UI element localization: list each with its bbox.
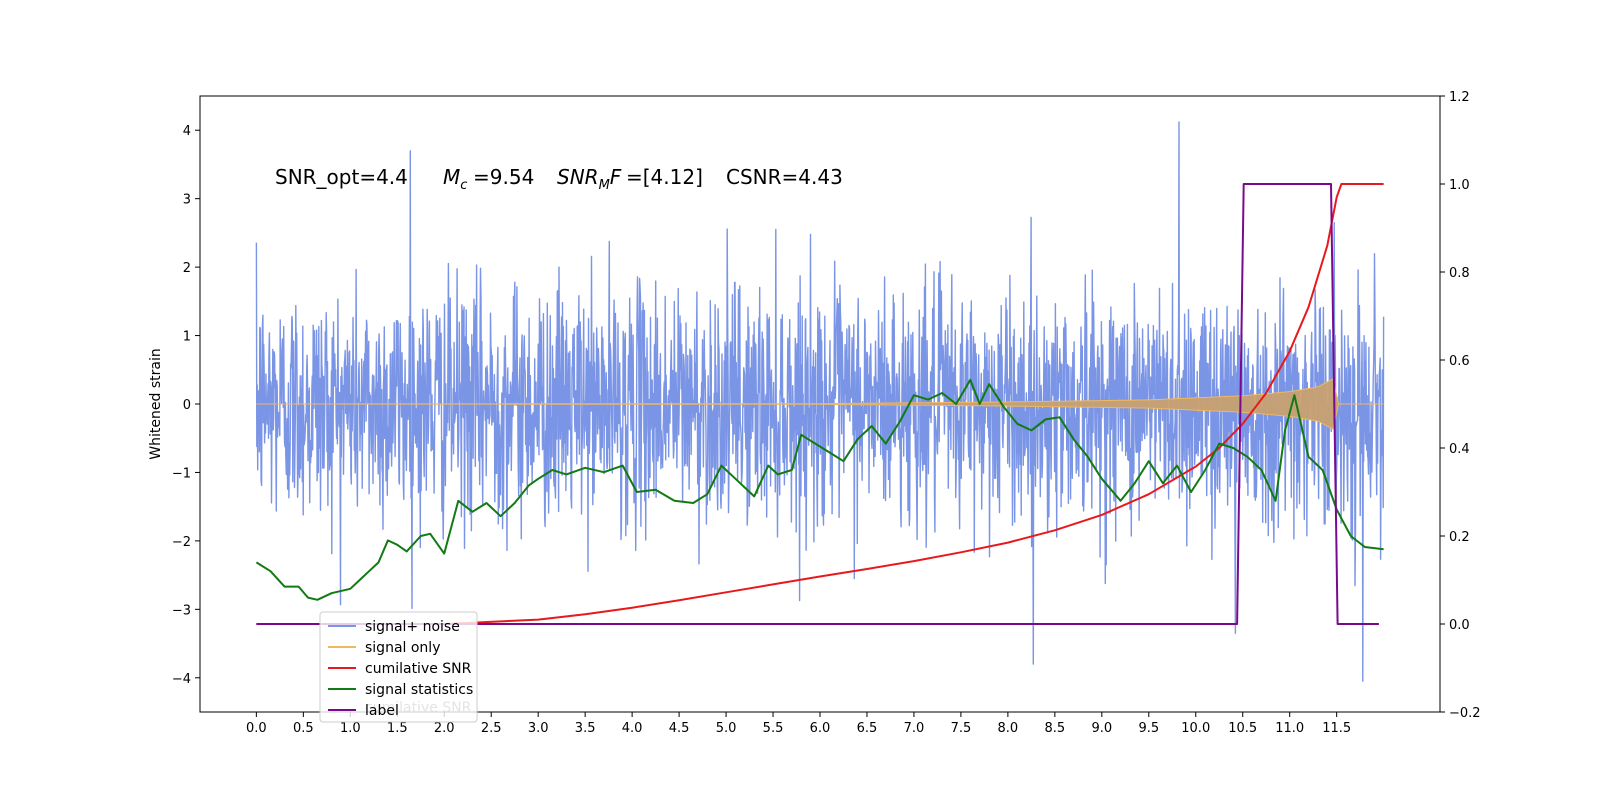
x-tick-label: 1.0 [340,721,361,736]
x-tick-label: 3.5 [575,721,596,736]
series-label-line [256,183,1379,625]
legend-item-signal-noise: signal+ noise [328,619,460,635]
legend-label: cumilative SNR [365,661,472,677]
x-tick-label: 3.0 [528,721,549,736]
y-tick-label: −2 [172,535,191,550]
legend-ghost-text: cumilative SNR [365,700,472,716]
y2-tick-label: 0.0 [1449,618,1470,633]
series-signal-noise-line [255,121,1385,682]
x-tick-label: 6.0 [810,721,831,736]
x-axis-ticks: 0.0 0.5 1.0 1.5 2.0 2.5 3.0 3.5 4.0 4.5 5.0 5.5 6.0 6… [246,712,1351,736]
x-tick-label: 11.0 [1275,721,1304,736]
legend-label: signal statistics [365,682,473,698]
snr-mf-symbol: SNRMF [557,165,622,193]
y2-tick-label: −0.2 [1449,706,1481,721]
y-tick-label: −3 [172,603,191,618]
y-tick-label: 4 [183,124,191,139]
series-layer [255,121,1385,682]
x-tick-label: 4.0 [622,721,643,736]
x-tick-label: 5.0 [716,721,737,736]
legend: cumilative SNR signal+ noise signal only c… [319,611,478,723]
y-axis-label: Whitened strain [148,348,164,459]
legend-item-label: label [328,703,399,719]
x-tick-label: 8.0 [998,721,1019,736]
mc-symbol: Mc [443,165,467,193]
x-tick-label: 2.0 [434,721,455,736]
mc-annotation: Mc =9.54 [443,165,534,193]
y2-tick-label: 1.2 [1449,90,1470,105]
legend-item-signal-only: signal only [328,640,440,656]
x-tick-label: 0.5 [293,721,314,736]
snr-opt-annotation: SNR_opt=4.4 [275,165,408,189]
legend-item-signal-statistics: signal statistics [328,682,473,698]
snr-mf-value: =[4.12] [626,165,703,189]
y2-tick-label: 1.0 [1449,178,1470,193]
y-tick-label: 3 [183,193,191,208]
legend-item-cumulative-snr: cumilative SNR [328,661,472,677]
series-cumulative-snr-line [256,183,1384,625]
y2-tick-label: 0.2 [1449,530,1470,545]
x-tick-label: 4.5 [669,721,690,736]
y2-axis-ticks: −0.2 0.0 0.2 0.4 0.6 0.8 1.0 1.2 [1440,90,1481,721]
mc-value: =9.54 [473,165,534,189]
y2-tick-label: 0.4 [1449,442,1470,457]
x-tick-label: 5.5 [763,721,784,736]
x-tick-label: 10.0 [1181,721,1210,736]
csnr-annotation: CSNR=4.43 [726,165,843,189]
y-tick-label: 2 [183,261,191,276]
y2-tick-label: 0.6 [1449,354,1470,369]
y2-tick-label: 0.8 [1449,266,1470,281]
x-tick-label: 8.5 [1045,721,1066,736]
x-tick-label: 11.5 [1322,721,1351,736]
x-tick-label: 7.5 [951,721,972,736]
y-tick-label: −1 [172,466,191,481]
y-axis-ticks: −4 −3 −2 −1 0 1 2 3 4 [172,124,200,687]
x-tick-label: 7.0 [904,721,925,736]
x-tick-label: 9.0 [1091,721,1112,736]
y-tick-label: −4 [172,672,191,687]
series-signal-only-band [256,378,1384,430]
x-tick-label: 6.5 [857,721,878,736]
series-signal-statistics-line [255,378,1384,601]
legend-label: signal only [365,640,440,656]
legend-label: signal+ noise [365,619,460,635]
x-tick-label: 2.5 [481,721,502,736]
x-tick-label: 0.0 [246,721,267,736]
x-tick-label: 10.5 [1228,721,1257,736]
legend-box [319,611,478,723]
y-tick-label: 0 [183,398,191,413]
snr-mf-annotation: SNRMF =[4.12] [557,165,703,193]
x-tick-label: 1.5 [387,721,408,736]
legend-label: label [365,703,399,719]
y-tick-label: 1 [183,330,191,345]
x-tick-label: 9.5 [1138,721,1159,736]
